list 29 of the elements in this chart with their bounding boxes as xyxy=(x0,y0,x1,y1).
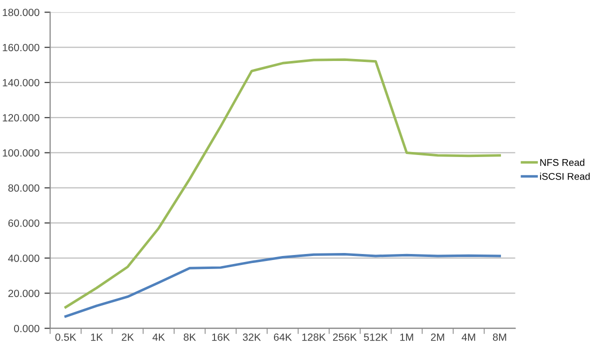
y-tick-label: 140.000 xyxy=(2,78,40,86)
x-tick-label: 16K xyxy=(212,333,230,341)
y-tick-label: 40.000 xyxy=(8,254,40,262)
y-tick-label: 20.000 xyxy=(8,290,40,298)
y-tick-label: 80.000 xyxy=(8,184,40,192)
x-tick-label: 4M xyxy=(462,334,476,341)
line-series xyxy=(64,252,501,318)
x-tick-label: 128K xyxy=(302,333,326,341)
y-tick-label: 0.000 xyxy=(14,324,40,332)
y-tick-label: 100.000 xyxy=(2,149,40,157)
x-tick-label: 4K xyxy=(152,334,165,341)
x-tick-label: 64K xyxy=(274,333,292,341)
x-tick-label: 1M xyxy=(400,334,414,341)
x-tick-label: 2M xyxy=(430,333,444,341)
y-tick-label: 160.000 xyxy=(2,44,40,52)
legend-label: iSCSI Read xyxy=(540,172,590,180)
y-tick-label: 60.000 xyxy=(8,219,40,227)
x-tick-label: 512K xyxy=(364,333,388,341)
x-tick-label: 256K xyxy=(333,333,357,341)
x-tick-label: 1K xyxy=(91,334,103,341)
y-tick-label: 120.000 xyxy=(2,114,40,122)
x-tick-label: 8K xyxy=(184,333,196,341)
line-series xyxy=(64,58,501,308)
x-tick-label: 0.5K xyxy=(55,333,76,341)
legend-label: NFS Read xyxy=(540,158,584,166)
x-tick-label: 32K xyxy=(242,333,261,341)
x-tick-label: 8M xyxy=(492,333,506,341)
x-tick-label: 2K xyxy=(122,333,134,341)
y-tick-label: 180.000 xyxy=(2,8,40,16)
